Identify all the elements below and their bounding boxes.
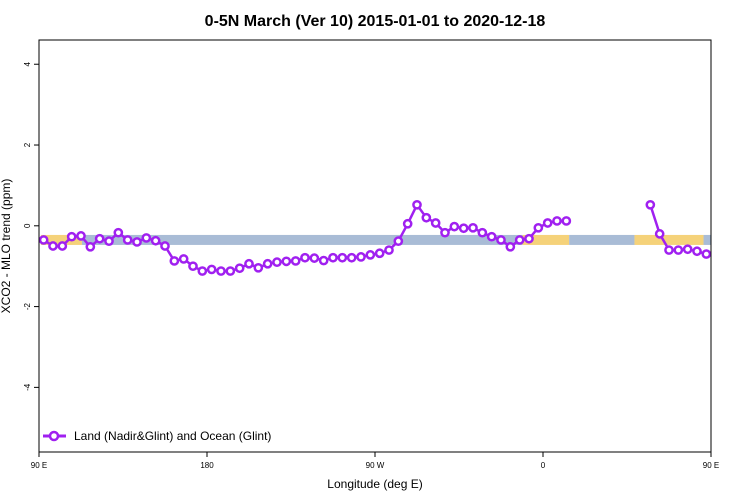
y-tick-label: -2 [23, 302, 32, 310]
data-point [141, 233, 152, 243]
band-segment-land [40, 234, 82, 245]
data-point [402, 218, 413, 229]
data-point [449, 221, 460, 232]
data-point [505, 241, 516, 252]
data-point [328, 252, 338, 263]
data-point [514, 235, 525, 245]
data-point [48, 241, 58, 251]
data-point [673, 245, 684, 255]
data-point [430, 218, 441, 228]
y-axis-title: XCO2 - MLO trend (ppm) [0, 179, 13, 314]
legend-label: Land (Nadir&Glint) and Ocean (Glint) [74, 429, 271, 443]
x-tick-label: 180 [200, 461, 214, 470]
data-point [122, 235, 133, 245]
data-point [682, 244, 693, 255]
band-segment-land [522, 234, 570, 245]
data-point [421, 212, 432, 223]
data-point [440, 227, 450, 238]
data-point [178, 254, 189, 264]
plot-frame [38, 39, 712, 453]
data-point [524, 233, 534, 244]
data-point [76, 231, 86, 241]
data-point [346, 252, 357, 263]
data-point [206, 264, 217, 275]
data-point [701, 249, 712, 259]
legend: Land (Nadir&Glint) and Ocean (Glint) [43, 429, 271, 443]
data-point [66, 231, 77, 242]
data-point [486, 231, 497, 242]
x-tick-label: 0 [541, 461, 546, 470]
data-point [150, 235, 161, 246]
data-point [664, 245, 674, 255]
data-point [412, 199, 422, 210]
data-point [458, 223, 469, 234]
data-point [57, 241, 68, 251]
data-point [272, 257, 282, 268]
y-tick-label: 4 [23, 61, 32, 66]
data-point [393, 236, 404, 247]
data-point [318, 255, 329, 266]
data-point [188, 261, 198, 272]
axis-layer: 90 E 180 90 W 0 90 E -4 -2 0 2 4 [23, 61, 719, 470]
data-point [38, 235, 49, 245]
data-point [113, 227, 124, 238]
x-tick-label: 90 E [703, 461, 719, 470]
data-point [309, 253, 320, 263]
data-point [468, 222, 478, 233]
data-point [94, 233, 105, 244]
data-point [692, 246, 702, 257]
data-point [645, 199, 656, 210]
data-point [374, 248, 385, 259]
data-point [496, 235, 506, 245]
data-point [253, 262, 264, 273]
data-point [356, 252, 366, 262]
data-point [477, 227, 488, 238]
band-segment-ocean [569, 234, 635, 245]
data-point [234, 263, 245, 274]
data-point [337, 252, 348, 263]
data-point [300, 252, 310, 263]
data-point [542, 218, 553, 228]
data-point [169, 256, 180, 266]
data-point [561, 216, 572, 226]
band-segment-ocean [81, 234, 523, 245]
data-point [290, 256, 301, 266]
data-point [262, 258, 273, 269]
data-point [104, 236, 114, 247]
legend-marker [48, 430, 60, 442]
data-point [552, 216, 562, 226]
data-point [197, 266, 208, 276]
data-point [132, 237, 142, 247]
y-tick-label: 0 [23, 223, 32, 228]
data-point [365, 250, 376, 260]
series-layer [38, 199, 712, 276]
y-tick-label: -4 [23, 383, 32, 391]
x-tick-label: 90 E [31, 461, 47, 470]
chart-title: 0-5N March (Ver 10) 2015-01-01 to 2020-1… [205, 13, 546, 30]
data-point [654, 229, 665, 239]
data-point [216, 266, 226, 276]
data-point [244, 258, 254, 269]
surface-type-band [40, 234, 711, 245]
band-segment-ocean [703, 234, 711, 245]
data-point [533, 222, 544, 233]
x-axis-title: Longitude (deg E) [327, 477, 422, 491]
x-tick-label: 90 W [366, 461, 385, 470]
y-tick-label: 2 [23, 142, 32, 147]
data-point [281, 256, 292, 267]
data-point [225, 266, 236, 276]
data-point [85, 241, 96, 252]
data-point [384, 245, 394, 255]
band-segment-land [634, 234, 704, 245]
data-point [160, 241, 170, 251]
